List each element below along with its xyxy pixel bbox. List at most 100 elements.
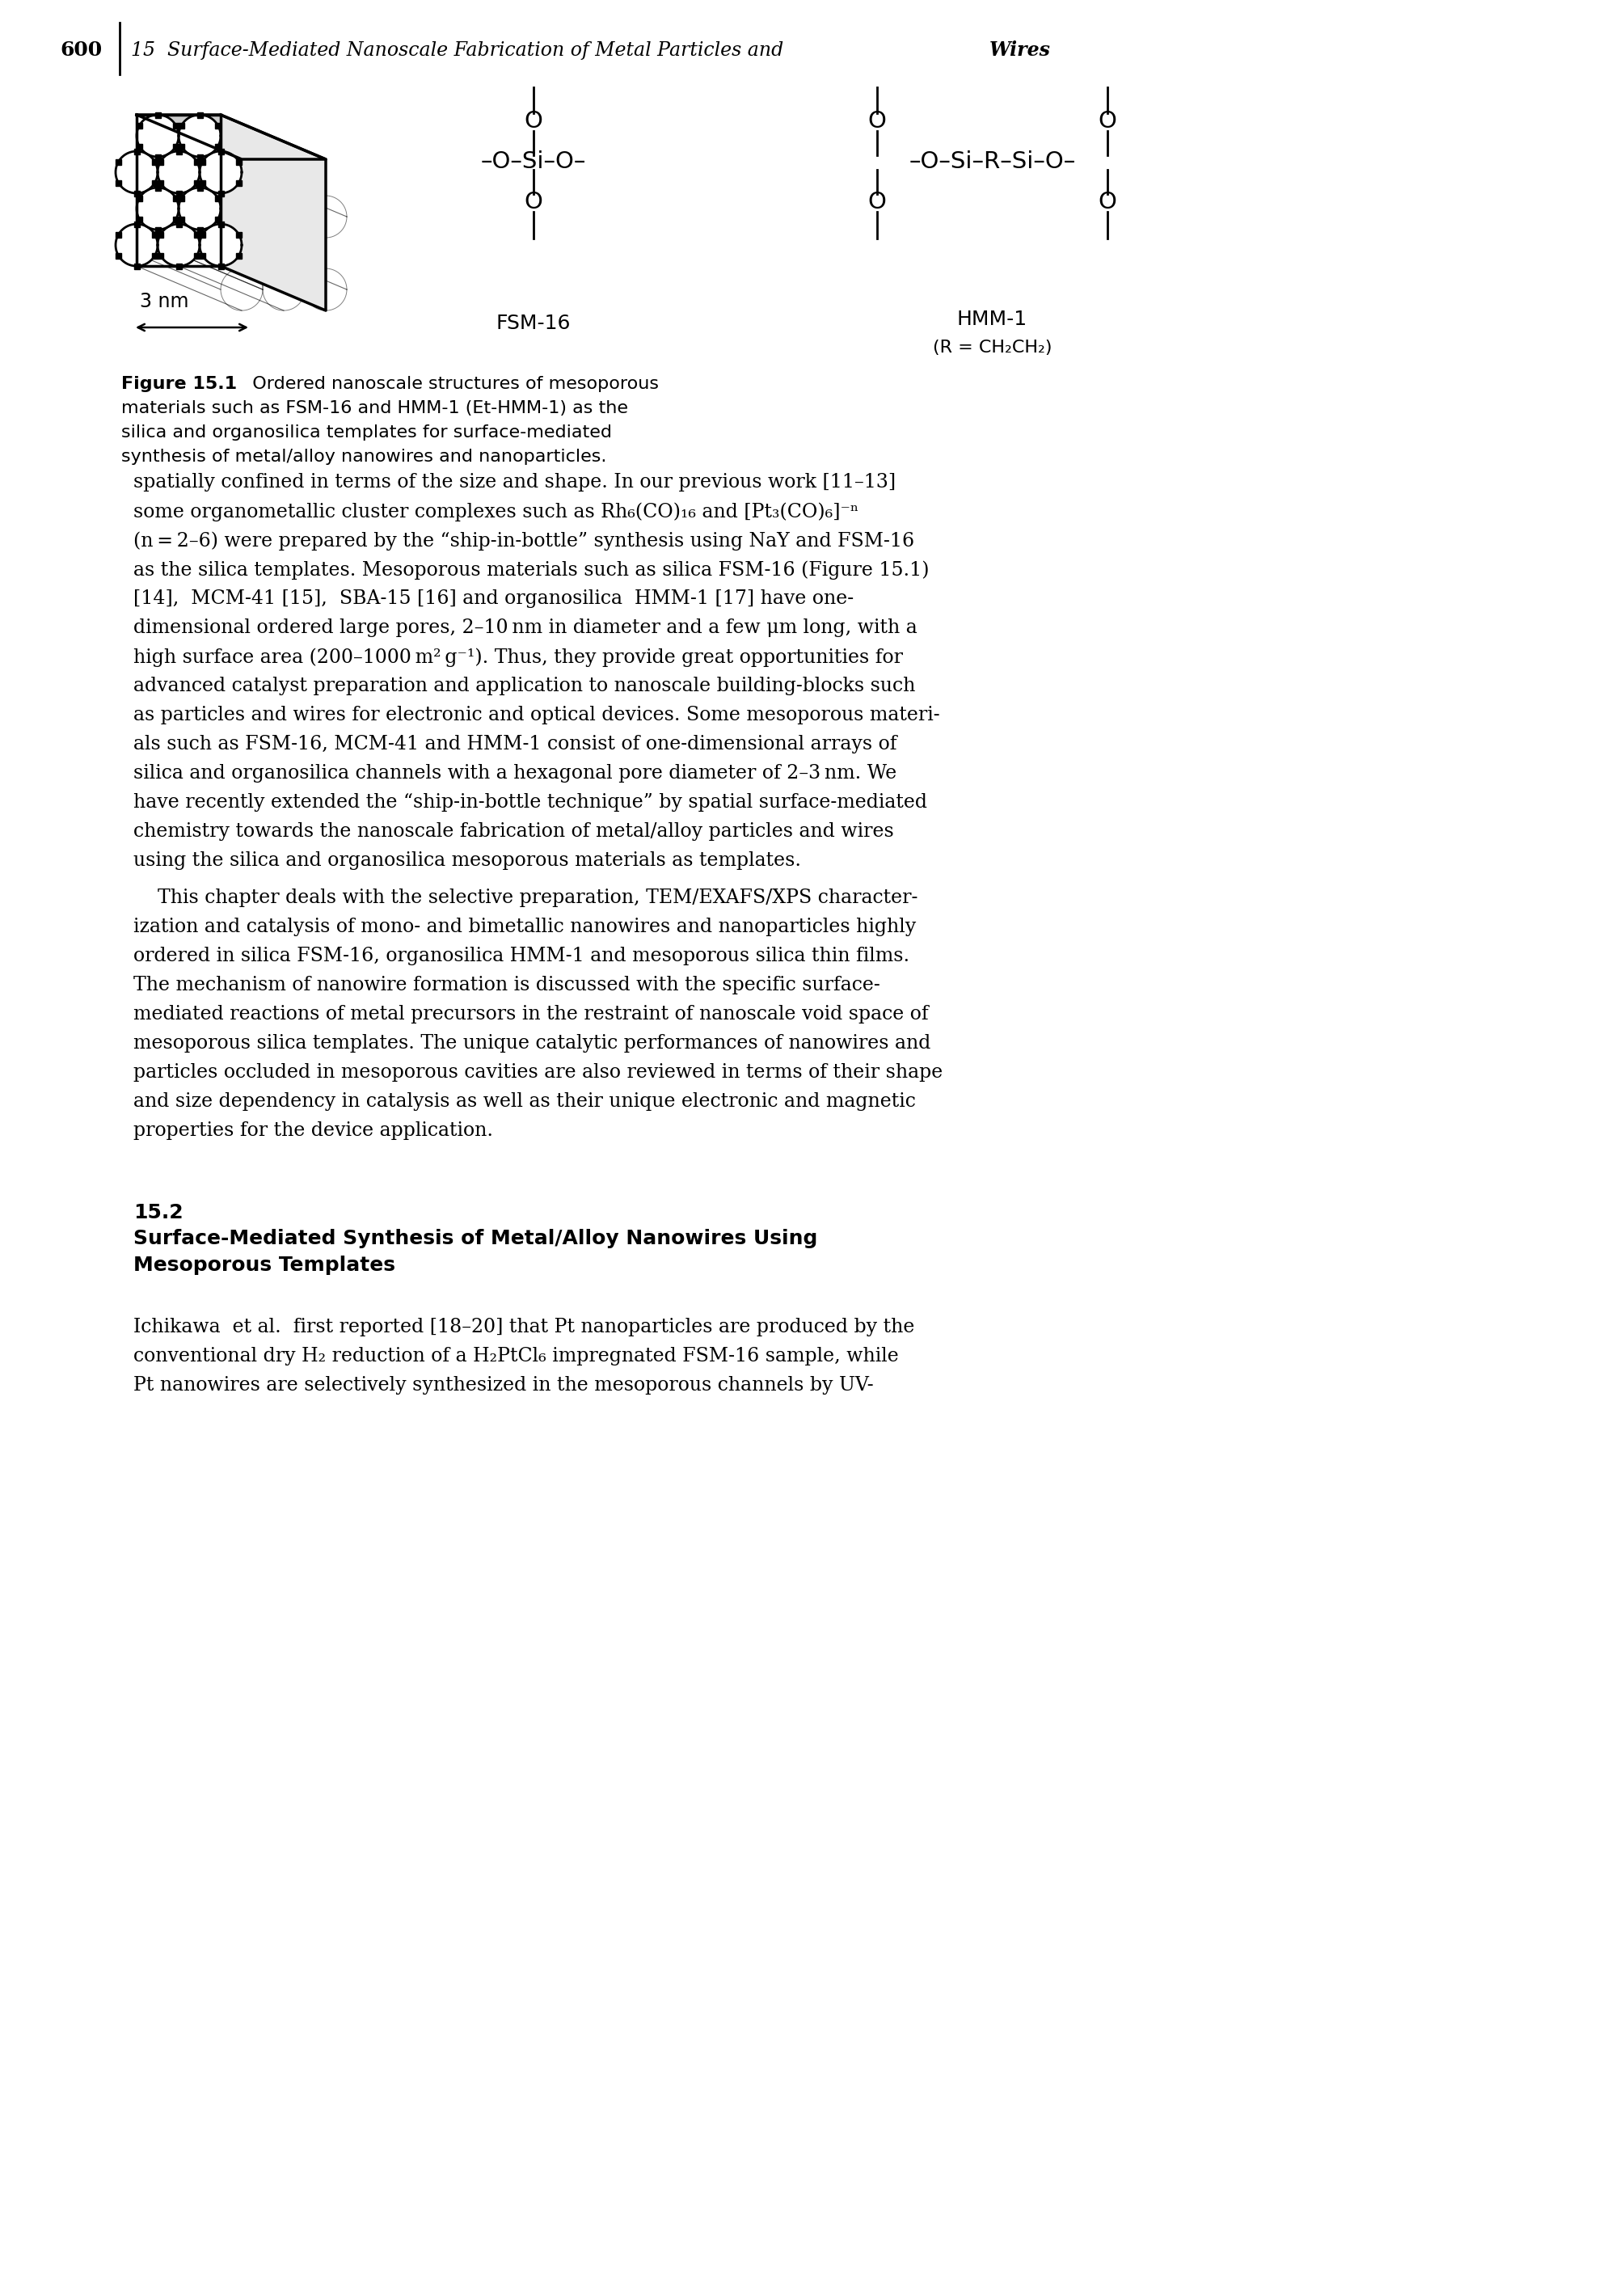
- Polygon shape: [235, 158, 242, 165]
- Polygon shape: [154, 154, 161, 160]
- Text: have recently extended the “ship-in-bottle technique” by spatial surface-mediate: have recently extended the “ship-in-bott…: [133, 793, 927, 811]
- Text: some organometallic cluster complexes such as Rh₆(CO)₁₆ and [Pt₃(CO)₆]⁻ⁿ: some organometallic cluster complexes su…: [133, 502, 859, 520]
- Polygon shape: [136, 215, 143, 222]
- Text: –O–Si–O–: –O–Si–O–: [481, 151, 586, 172]
- Text: FSM-16: FSM-16: [497, 314, 572, 332]
- Polygon shape: [115, 252, 122, 259]
- Polygon shape: [214, 144, 221, 149]
- Text: using the silica and organosilica mesoporous materials as templates.: using the silica and organosilica mesopo…: [133, 850, 801, 871]
- Polygon shape: [133, 190, 140, 197]
- Polygon shape: [175, 149, 182, 154]
- Text: Figure 15.1: Figure 15.1: [122, 376, 237, 392]
- Text: ization and catalysis of mono- and bimetallic nanowires and nanoparticles highly: ization and catalysis of mono- and bimet…: [133, 917, 916, 935]
- Polygon shape: [193, 231, 200, 238]
- Polygon shape: [158, 231, 164, 238]
- Polygon shape: [197, 186, 203, 190]
- Polygon shape: [153, 158, 158, 165]
- Polygon shape: [175, 222, 182, 227]
- Text: ordered in silica FSM-16, organosilica HMM-1 and mesoporous silica thin films.: ordered in silica FSM-16, organosilica H…: [133, 947, 909, 965]
- Polygon shape: [179, 188, 221, 229]
- Polygon shape: [214, 195, 221, 202]
- Text: O: O: [525, 110, 542, 133]
- Text: mediated reactions of metal precursors in the restraint of nanoscale void space : mediated reactions of metal precursors i…: [133, 1004, 929, 1025]
- Polygon shape: [197, 112, 203, 117]
- Polygon shape: [214, 215, 221, 222]
- Text: and size dependency in catalysis as well as their unique electronic and magnetic: and size dependency in catalysis as well…: [133, 1093, 916, 1112]
- Polygon shape: [115, 179, 122, 186]
- Text: Ordered nanoscale structures of mesoporous: Ordered nanoscale structures of mesoporo…: [240, 376, 659, 392]
- Polygon shape: [136, 121, 143, 128]
- Polygon shape: [179, 121, 184, 128]
- Polygon shape: [235, 231, 242, 238]
- Polygon shape: [235, 252, 242, 259]
- Text: as particles and wires for electronic and optical devices. Some mesoporous mater: as particles and wires for electronic an…: [133, 706, 940, 724]
- Polygon shape: [197, 154, 203, 160]
- Polygon shape: [193, 179, 200, 186]
- Polygon shape: [179, 115, 221, 156]
- Text: Mesoporous Templates: Mesoporous Templates: [133, 1256, 395, 1274]
- Polygon shape: [174, 195, 179, 202]
- Text: Surface-Mediated Synthesis of Metal/Alloy Nanowires Using: Surface-Mediated Synthesis of Metal/Allo…: [133, 1229, 817, 1249]
- Polygon shape: [136, 115, 326, 158]
- Polygon shape: [136, 195, 143, 202]
- Polygon shape: [133, 149, 140, 154]
- Polygon shape: [158, 158, 164, 165]
- Text: mesoporous silica templates. The unique catalytic performances of nanowires and: mesoporous silica templates. The unique …: [133, 1034, 931, 1052]
- Text: [14],  MCM-41 [15],  SBA-15 [16] and organosilica  HMM-1 [17] have one-: [14], MCM-41 [15], SBA-15 [16] and organ…: [133, 589, 854, 607]
- Text: Pt nanowires are selectively synthesized in the mesoporous channels by UV-: Pt nanowires are selectively synthesized…: [133, 1375, 874, 1396]
- Polygon shape: [175, 190, 182, 197]
- Text: materials such as FSM-16 and HMM-1 (Et-HMM-1) as the: materials such as FSM-16 and HMM-1 (Et-H…: [122, 401, 628, 417]
- Text: 600: 600: [60, 41, 102, 60]
- Polygon shape: [218, 190, 224, 197]
- Text: silica and organosilica templates for surface-mediated: silica and organosilica templates for su…: [122, 424, 612, 440]
- Polygon shape: [158, 151, 200, 193]
- Polygon shape: [200, 225, 242, 266]
- Polygon shape: [115, 231, 122, 238]
- Polygon shape: [221, 115, 326, 309]
- Text: HMM-1: HMM-1: [957, 309, 1028, 330]
- Text: high surface area (200–1000 m² g⁻¹). Thus, they provide great opportunities for: high surface area (200–1000 m² g⁻¹). Thu…: [133, 649, 903, 667]
- Polygon shape: [200, 151, 242, 193]
- Text: advanced catalyst preparation and application to nanoscale building-blocks such: advanced catalyst preparation and applic…: [133, 676, 916, 694]
- Text: silica and organosilica channels with a hexagonal pore diameter of 2–3 nm. We: silica and organosilica channels with a …: [133, 763, 896, 782]
- Text: particles occluded in mesoporous cavities are also reviewed in terms of their sh: particles occluded in mesoporous cavitie…: [133, 1063, 944, 1082]
- Text: as the silica templates. Mesoporous materials such as silica FSM-16 (Figure 15.1: as the silica templates. Mesoporous mate…: [133, 559, 929, 580]
- Text: O: O: [867, 190, 887, 213]
- Polygon shape: [115, 151, 158, 193]
- Polygon shape: [174, 121, 179, 128]
- Polygon shape: [174, 144, 179, 149]
- Polygon shape: [235, 179, 242, 186]
- Polygon shape: [115, 158, 122, 165]
- Text: O: O: [867, 110, 887, 133]
- Polygon shape: [115, 225, 158, 266]
- Polygon shape: [154, 227, 161, 231]
- Polygon shape: [174, 215, 179, 222]
- Polygon shape: [158, 225, 200, 266]
- Text: O: O: [525, 190, 542, 213]
- Polygon shape: [193, 252, 200, 259]
- Text: dimensional ordered large pores, 2–10 nm in diameter and a few μm long, with a: dimensional ordered large pores, 2–10 nm…: [133, 619, 918, 637]
- Text: 15.2: 15.2: [133, 1203, 184, 1222]
- Polygon shape: [200, 179, 205, 186]
- Text: O: O: [1098, 190, 1117, 213]
- Polygon shape: [158, 252, 164, 259]
- Text: (n = 2–6) were prepared by the “ship-in-bottle” synthesis using NaY and FSM-16: (n = 2–6) were prepared by the “ship-in-…: [133, 532, 914, 550]
- Polygon shape: [136, 188, 179, 229]
- Polygon shape: [218, 264, 224, 268]
- Text: This chapter deals with the selective preparation, TEM/EXAFS/XPS character-: This chapter deals with the selective pr…: [133, 889, 918, 908]
- Polygon shape: [200, 231, 205, 238]
- Text: 15  Surface-Mediated Nanoscale Fabrication of Metal Particles and: 15 Surface-Mediated Nanoscale Fabricatio…: [132, 41, 789, 60]
- Polygon shape: [154, 186, 161, 190]
- Text: als such as FSM-16, MCM-41 and HMM-1 consist of one-dimensional arrays of: als such as FSM-16, MCM-41 and HMM-1 con…: [133, 736, 896, 754]
- Polygon shape: [193, 158, 200, 165]
- Text: Ichikawa  et al.  first reported [18–20] that Pt nanoparticles are produced by t: Ichikawa et al. first reported [18–20] t…: [133, 1318, 914, 1336]
- Polygon shape: [179, 215, 184, 222]
- Polygon shape: [136, 115, 179, 156]
- Text: properties for the device application.: properties for the device application.: [133, 1121, 494, 1139]
- Polygon shape: [214, 121, 221, 128]
- Polygon shape: [154, 112, 161, 117]
- Polygon shape: [197, 227, 203, 231]
- Text: O: O: [1098, 110, 1117, 133]
- Text: –O–Si–R–Si–O–: –O–Si–R–Si–O–: [909, 151, 1075, 172]
- Polygon shape: [153, 252, 158, 259]
